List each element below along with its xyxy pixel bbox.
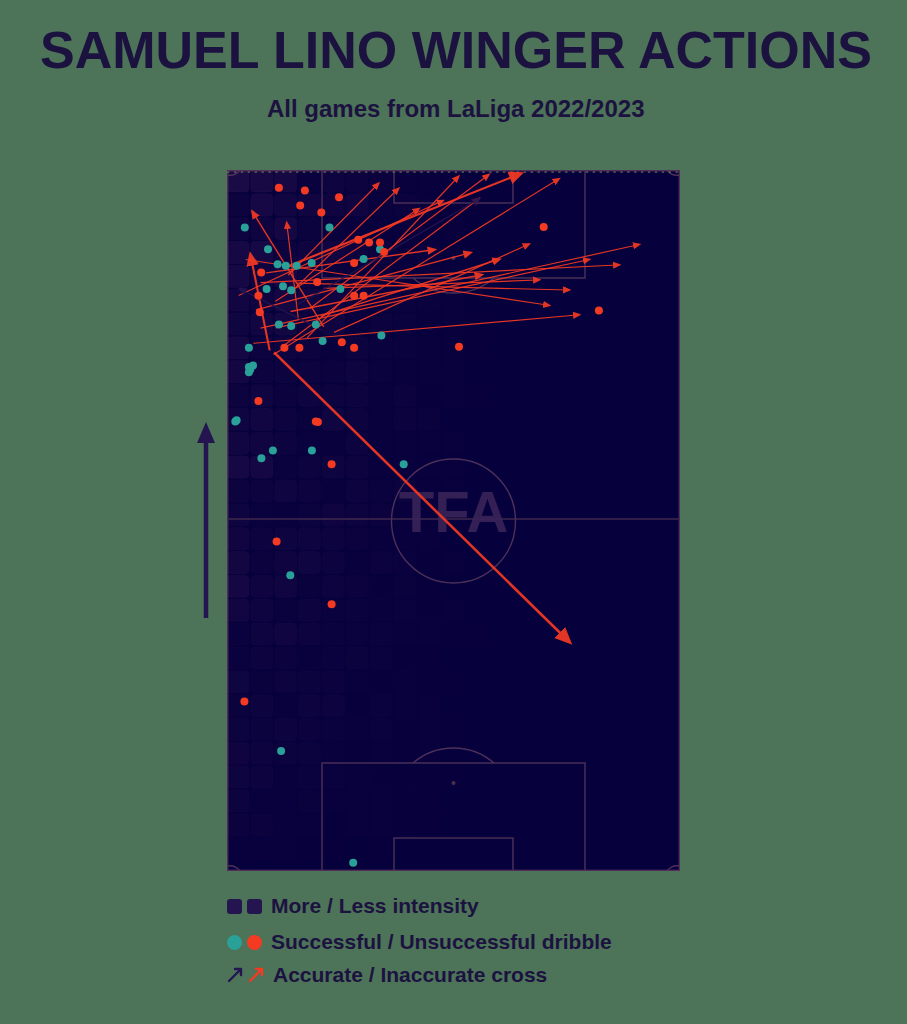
svg-text:TFA: TFA xyxy=(399,479,509,544)
